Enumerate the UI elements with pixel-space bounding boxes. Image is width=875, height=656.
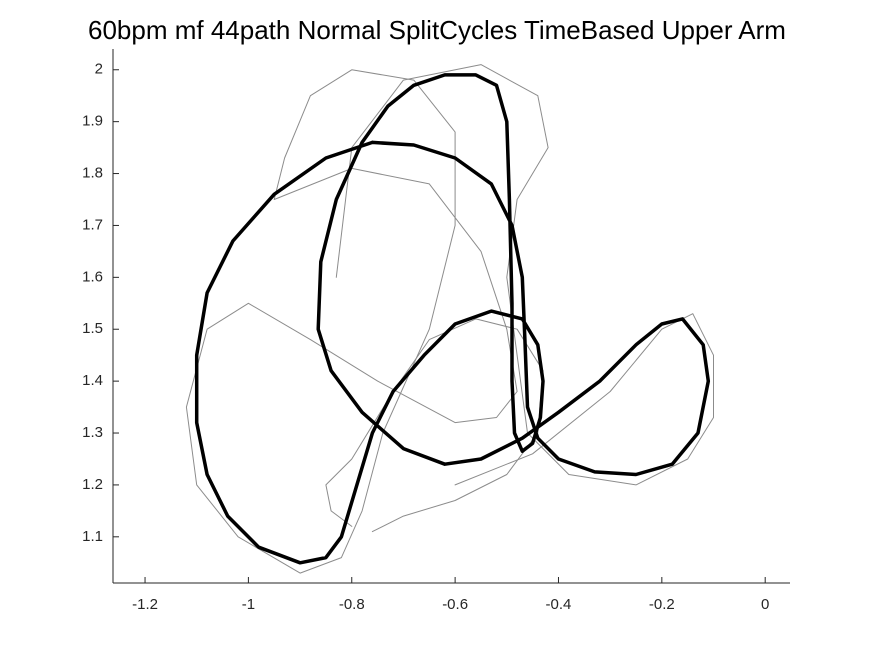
x-tick-label: -0.6 [442, 596, 468, 613]
y-tick-label: 1.2 [82, 476, 103, 493]
y-tick-label: 1.7 [82, 216, 103, 233]
trajectory [194, 73, 711, 565]
x-tick-label: 0 [761, 596, 769, 613]
y-tick-label: 1.4 [82, 372, 103, 389]
y-tick-label: 1.3 [82, 424, 103, 441]
x-tick-label: -0.4 [546, 596, 572, 613]
y-tick-label: 1.1 [82, 528, 103, 545]
chart-title: 60bpm mf 44path Normal SplitCycles TimeB… [88, 15, 786, 45]
y-tick-label: 1.8 [82, 165, 103, 182]
y-tick-label: 1.5 [82, 320, 103, 337]
y-tick-label: 1.6 [82, 268, 103, 285]
trajectory [335, 64, 714, 486]
trajectory [325, 318, 544, 533]
y-tick-label: 1.9 [82, 113, 103, 130]
x-tick-label: -1.2 [132, 596, 158, 613]
x-tick-label: -0.8 [339, 596, 365, 613]
x-tick-label: -0.2 [649, 596, 675, 613]
x-tick-label: -1 [242, 596, 255, 613]
y-tick-label: 2 [95, 61, 103, 78]
trajectory [185, 69, 518, 574]
